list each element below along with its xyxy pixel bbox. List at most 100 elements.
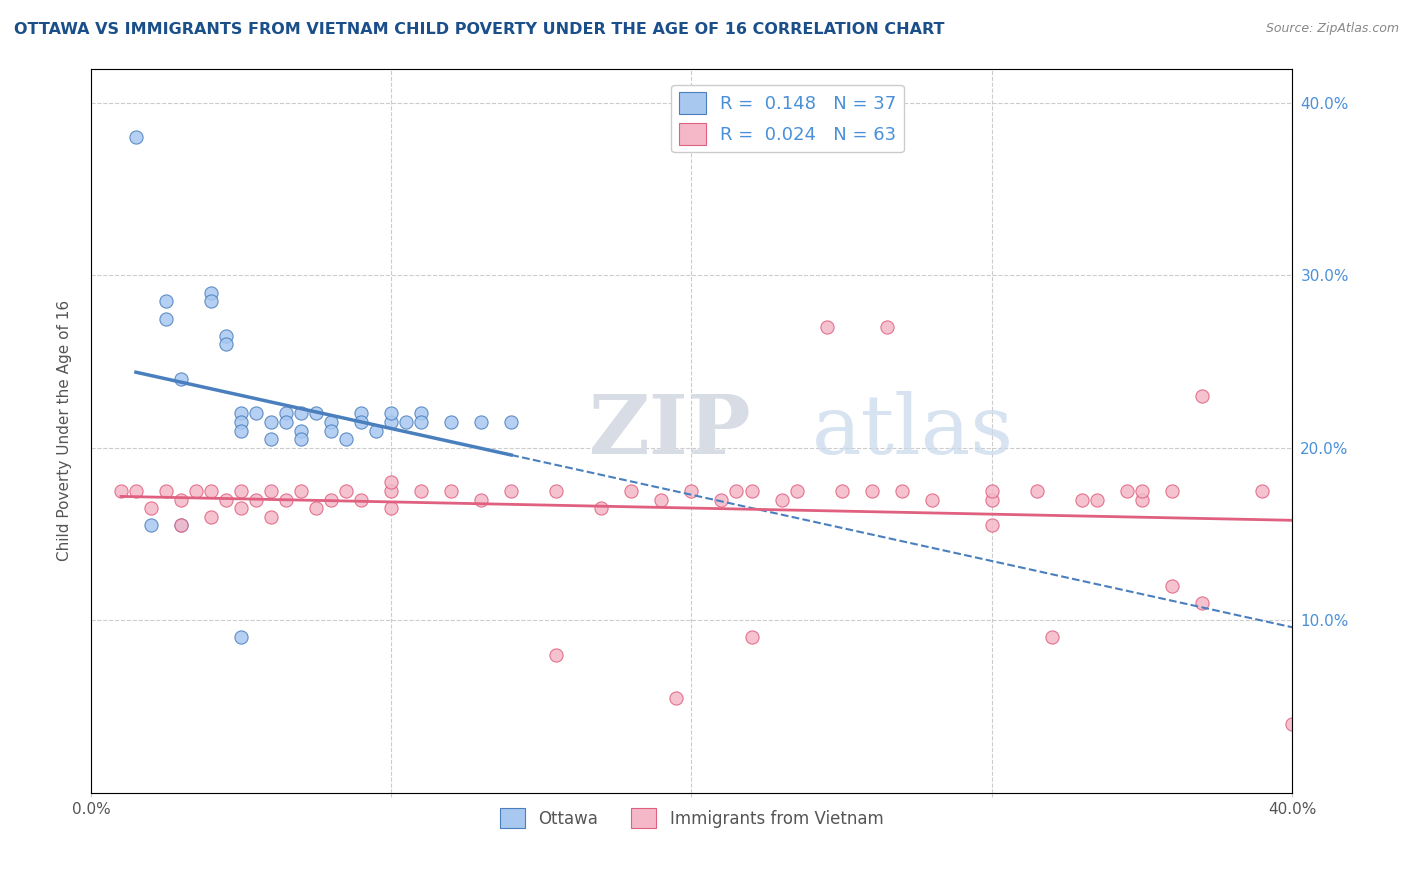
Point	[125, 483, 148, 498]
Point	[321, 424, 343, 438]
Point	[170, 492, 193, 507]
Point	[1130, 483, 1153, 498]
Point	[741, 631, 763, 645]
Point	[1251, 483, 1274, 498]
Point	[770, 492, 793, 507]
Point	[245, 406, 267, 420]
Point	[1085, 492, 1108, 507]
Text: OTTAWA VS IMMIGRANTS FROM VIETNAM CHILD POVERTY UNDER THE AGE OF 16 CORRELATION : OTTAWA VS IMMIGRANTS FROM VIETNAM CHILD …	[14, 22, 945, 37]
Point	[665, 690, 688, 705]
Point	[980, 492, 1002, 507]
Point	[1281, 716, 1303, 731]
Point	[1070, 492, 1092, 507]
Point	[274, 406, 297, 420]
Point	[980, 483, 1002, 498]
Point	[184, 483, 207, 498]
Point	[290, 406, 312, 420]
Point	[786, 483, 808, 498]
Y-axis label: Child Poverty Under the Age of 16: Child Poverty Under the Age of 16	[58, 300, 72, 561]
Point	[215, 328, 238, 343]
Point	[395, 415, 418, 429]
Point	[335, 432, 357, 446]
Point	[350, 492, 373, 507]
Point	[110, 483, 132, 498]
Point	[681, 483, 703, 498]
Point	[1040, 631, 1063, 645]
Point	[501, 483, 523, 498]
Point	[1115, 483, 1137, 498]
Point	[620, 483, 643, 498]
Point	[139, 518, 162, 533]
Point	[350, 406, 373, 420]
Point	[170, 372, 193, 386]
Point	[215, 337, 238, 351]
Point	[170, 518, 193, 533]
Point	[229, 424, 252, 438]
Point	[260, 483, 283, 498]
Point	[921, 492, 943, 507]
Point	[139, 501, 162, 516]
Point	[980, 518, 1002, 533]
Point	[1191, 389, 1213, 403]
Point	[155, 294, 177, 309]
Point	[380, 406, 402, 420]
Point	[411, 406, 433, 420]
Point	[380, 475, 402, 490]
Text: Source: ZipAtlas.com: Source: ZipAtlas.com	[1265, 22, 1399, 36]
Point	[260, 509, 283, 524]
Point	[290, 483, 312, 498]
Point	[650, 492, 672, 507]
Point	[380, 415, 402, 429]
Point	[380, 501, 402, 516]
Legend: Ottawa, Immigrants from Vietnam: Ottawa, Immigrants from Vietnam	[494, 801, 890, 835]
Point	[215, 492, 238, 507]
Point	[876, 320, 898, 334]
Point	[741, 483, 763, 498]
Point	[200, 294, 222, 309]
Point	[200, 285, 222, 300]
Point	[890, 483, 912, 498]
Point	[411, 415, 433, 429]
Point	[321, 415, 343, 429]
Point	[229, 415, 252, 429]
Point	[350, 415, 373, 429]
Point	[245, 492, 267, 507]
Point	[229, 483, 252, 498]
Point	[470, 492, 492, 507]
Point	[1025, 483, 1047, 498]
Point	[290, 432, 312, 446]
Point	[125, 130, 148, 145]
Text: atlas: atlas	[811, 391, 1014, 471]
Point	[831, 483, 853, 498]
Text: ZIP: ZIP	[589, 391, 752, 471]
Point	[411, 483, 433, 498]
Point	[155, 483, 177, 498]
Point	[470, 415, 492, 429]
Point	[229, 406, 252, 420]
Point	[1191, 596, 1213, 610]
Point	[155, 311, 177, 326]
Point	[200, 509, 222, 524]
Point	[591, 501, 613, 516]
Point	[305, 406, 328, 420]
Point	[1130, 492, 1153, 507]
Point	[1160, 579, 1182, 593]
Point	[305, 501, 328, 516]
Point	[725, 483, 748, 498]
Point	[860, 483, 883, 498]
Point	[260, 432, 283, 446]
Point	[229, 501, 252, 516]
Point	[710, 492, 733, 507]
Point	[380, 483, 402, 498]
Point	[290, 424, 312, 438]
Point	[440, 415, 463, 429]
Point	[1160, 483, 1182, 498]
Point	[501, 415, 523, 429]
Point	[274, 492, 297, 507]
Point	[366, 424, 388, 438]
Point	[321, 492, 343, 507]
Point	[815, 320, 838, 334]
Point	[440, 483, 463, 498]
Point	[546, 648, 568, 662]
Point	[274, 415, 297, 429]
